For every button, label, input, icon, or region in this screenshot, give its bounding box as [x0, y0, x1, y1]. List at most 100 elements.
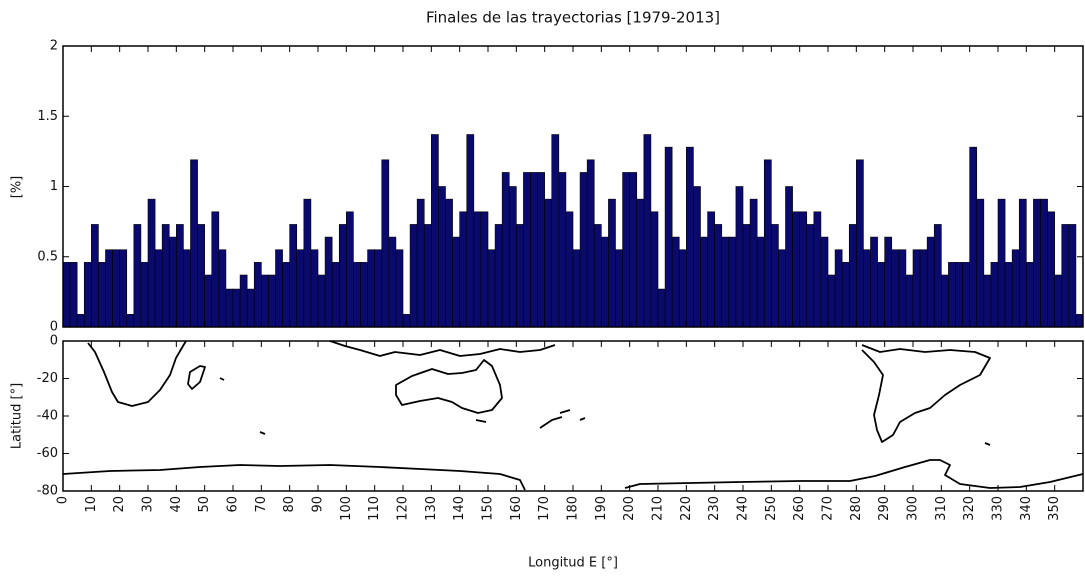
x-tick-label: 160	[509, 496, 524, 521]
bar	[197, 224, 205, 328]
x-tick-label: 0	[56, 496, 71, 504]
bar	[905, 274, 914, 328]
bar	[168, 236, 177, 328]
bar	[848, 224, 857, 328]
bar	[268, 274, 276, 328]
bar	[381, 159, 390, 328]
x-tick-label: 140	[452, 496, 467, 521]
x-tick-label: 20	[112, 496, 127, 513]
bar	[211, 211, 220, 328]
bar	[346, 211, 354, 328]
x-tick-label: 290	[877, 496, 892, 521]
bar	[990, 262, 999, 328]
bar	[204, 274, 213, 328]
x-tick-label: 280	[849, 496, 864, 521]
bar	[416, 198, 425, 328]
bar	[360, 262, 368, 328]
bar	[558, 172, 567, 328]
bar	[1004, 262, 1013, 328]
bar	[834, 249, 843, 328]
bar	[678, 249, 687, 328]
bar	[792, 211, 800, 328]
plot-frame	[62, 45, 1084, 328]
x-tick-label: 320	[962, 496, 977, 521]
bar	[69, 262, 78, 328]
bar	[331, 262, 340, 328]
bar	[487, 249, 496, 328]
bar	[813, 211, 822, 328]
x-tick-label: 50	[197, 496, 212, 513]
x-axis-label: Longitud E [°]	[528, 556, 618, 571]
bar	[657, 288, 666, 328]
bar	[161, 224, 170, 328]
bar	[452, 236, 460, 328]
bar	[721, 236, 730, 328]
x-tick-label: 60	[226, 496, 241, 513]
y-tick-label: 0	[50, 334, 58, 349]
bar	[1040, 198, 1048, 328]
bar	[190, 159, 198, 328]
bar	[827, 274, 836, 328]
bar	[112, 249, 120, 328]
x-tick-label: 260	[792, 496, 807, 521]
bar	[551, 134, 560, 328]
bar	[693, 186, 701, 328]
bar	[941, 274, 949, 328]
bar	[225, 288, 234, 328]
bar	[884, 236, 893, 328]
bar	[1026, 262, 1034, 328]
bar	[459, 211, 468, 328]
bar	[763, 159, 772, 328]
bar	[126, 314, 135, 328]
bar	[870, 236, 878, 328]
bar	[778, 249, 786, 328]
bar	[976, 198, 985, 328]
bar	[714, 224, 723, 328]
bar	[622, 172, 630, 328]
bar	[749, 198, 758, 328]
bar	[579, 172, 588, 328]
bar	[650, 211, 659, 328]
bar	[948, 262, 956, 328]
y-tick-label: -20	[37, 371, 58, 386]
bar	[239, 274, 248, 328]
bar	[686, 146, 694, 328]
bar	[253, 262, 262, 328]
x-tick-label: 310	[934, 496, 949, 521]
x-tick-label: 250	[764, 496, 779, 521]
x-tick-label: 200	[622, 496, 637, 521]
x-tick-label: 230	[707, 496, 722, 521]
x-tick-label: 110	[367, 496, 382, 521]
bar	[176, 224, 184, 328]
bar	[98, 262, 106, 328]
bar	[856, 159, 864, 328]
x-tick-label: 90	[311, 496, 326, 513]
bar	[1033, 198, 1041, 328]
y-tick-label: 0.5	[37, 249, 58, 264]
bar	[962, 262, 970, 328]
bar	[912, 249, 921, 328]
bar	[586, 159, 595, 328]
bar	[877, 262, 885, 328]
bar	[1075, 314, 1084, 328]
bar	[983, 274, 992, 328]
bar	[388, 236, 397, 328]
bar	[629, 172, 638, 328]
bar	[62, 262, 71, 328]
x-tick-label: 120	[396, 496, 411, 521]
bar	[395, 249, 404, 328]
bar	[246, 288, 255, 328]
x-tick-label: 70	[254, 496, 269, 513]
bar	[700, 236, 708, 328]
bar	[771, 224, 779, 328]
x-tick-label: 170	[537, 496, 552, 521]
x-tick-label: 180	[566, 496, 581, 521]
bar	[374, 249, 383, 328]
bar	[898, 249, 907, 328]
y-tick-label: 0	[50, 320, 58, 335]
x-tick-label: 100	[339, 496, 354, 521]
x-tick-label: 40	[169, 496, 184, 513]
bar	[1068, 224, 1077, 328]
bar	[785, 186, 793, 328]
